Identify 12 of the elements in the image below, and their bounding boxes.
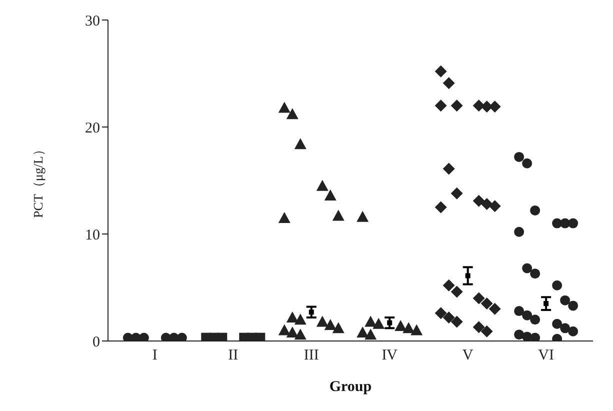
- x-tick-label: II: [228, 348, 238, 364]
- y-tick-label: 30: [85, 13, 100, 30]
- y-tick-label: 20: [85, 120, 100, 136]
- x-tick-label: III: [304, 348, 319, 364]
- y-axis-title: PCT（μg/L）: [30, 143, 46, 218]
- y-tick-label: 10: [85, 227, 100, 244]
- x-tick-label: IV: [382, 348, 398, 364]
- y-tick-label: 0: [92, 334, 100, 350]
- x-tick-label: V: [462, 348, 474, 364]
- x-tick-label: I: [152, 348, 158, 364]
- x-tick-label: VI: [538, 348, 554, 364]
- x-axis-title: Group: [329, 379, 372, 395]
